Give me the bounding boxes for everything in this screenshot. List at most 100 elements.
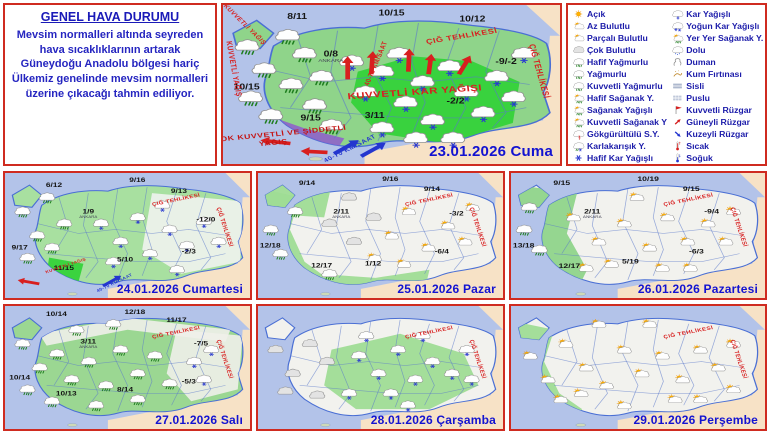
snow-icon: [409, 75, 435, 92]
suncloud-icon: [573, 388, 589, 397]
snow-icon: [178, 240, 195, 253]
temperature-label: 9/13: [171, 187, 187, 195]
cloud-icon: [301, 339, 318, 347]
suncloud-icon: [710, 362, 726, 372]
wind-arrow: [456, 55, 472, 76]
legend-label: Güneyli Rüzgar: [686, 117, 750, 127]
weather-zone: [316, 269, 430, 285]
legend-item: Sisli: [671, 80, 764, 92]
temperature-label: 11/15: [54, 263, 75, 271]
storm-icon: [573, 130, 585, 140]
suncloud-icon: [604, 258, 619, 268]
temperature-label: -2/3: [182, 247, 196, 255]
temperature-label: 2/11: [333, 207, 350, 215]
legend-label: Gökgürültülü S.Y.: [587, 129, 660, 139]
legend-item: Kuvvetli Yağmurlu: [572, 80, 670, 92]
suncloud-icon: [667, 394, 683, 403]
map-date: 23.01.2026 Cuma: [429, 143, 553, 160]
neighbor-land: [739, 173, 765, 198]
temperature-label: 5/19: [622, 258, 640, 266]
legend-item: Kuvvetli Sağanak Y: [572, 116, 670, 128]
rain-icon: [14, 206, 31, 218]
legend-item: Yoğun Kar Yağışlı: [671, 20, 764, 32]
legend-label: Açık: [587, 9, 606, 19]
map-panel-monday: 9/15 10/19 9/15 2/11 ANKARA 13/18 12/17 5/19 -6/…: [509, 171, 767, 300]
snow-icon: [407, 374, 424, 386]
map-panel-friday: 8/11 10/15 10/12 0/8 ANKARA 10/15 9/15 3/11 -2/2…: [221, 3, 562, 166]
legend-item: Kum Fırtınası: [671, 68, 764, 80]
hail-icon: [672, 46, 684, 55]
suncloud-icon: [726, 206, 741, 216]
suncloud-icon: [558, 338, 574, 348]
map-date: 28.01.2026 Çarşamba: [370, 413, 496, 427]
rain-icon: [573, 82, 585, 92]
legend-label: Çok Bulutlu: [587, 45, 636, 55]
snow-icon: [440, 131, 466, 148]
temperature-label: 9/15: [300, 114, 320, 123]
rain-icon: [238, 90, 263, 107]
rain-icon: [275, 29, 301, 45]
snow-icon: [399, 400, 416, 412]
legend-label: Kar Yağışlı: [686, 9, 731, 19]
thermo-blue-icon: [676, 153, 681, 163]
suncloud-icon: [659, 212, 675, 222]
temperature-label: 12/17: [559, 262, 581, 270]
wind-arrow: [332, 140, 359, 156]
wind-arrow: [17, 277, 40, 286]
suncloud-icon: [384, 230, 399, 240]
temperature-label: 9/14: [424, 185, 441, 193]
snow-icon: [358, 331, 375, 343]
suncloud-icon: [692, 344, 708, 354]
neighbor-land: [364, 35, 560, 164]
cyprus-island: [575, 292, 587, 296]
windflag-icon: [676, 106, 683, 115]
legend-item: Az Bulutlu: [572, 20, 670, 32]
snow-icon: [500, 90, 526, 107]
rain-icon: [272, 248, 289, 260]
suncloud-icon: [565, 212, 581, 222]
temperature-label: 12/18: [124, 308, 145, 316]
legend-label: Duman: [686, 57, 716, 67]
rain-icon: [251, 62, 277, 78]
rain-icon: [161, 378, 178, 390]
snowmix-icon: [573, 142, 585, 152]
suncloud-icon: [522, 350, 538, 360]
legend-label: Kuvvetli Sağanak Y: [587, 117, 667, 127]
legend-item: Parçalı Bulutlu: [572, 32, 670, 44]
suncloud-icon: [642, 318, 658, 328]
weather-zone: [351, 56, 520, 144]
legend-label: Yağmurlu: [587, 69, 627, 79]
suncloud-icon: [726, 384, 741, 394]
legend-label: Kum Fırtınası: [686, 69, 742, 79]
map-date: 25.01.2026 Pazar: [397, 282, 496, 296]
rain-icon: [105, 319, 122, 330]
legend-item: Hafif Kar Yağışlı: [572, 152, 670, 164]
suncloud-icon: [616, 400, 632, 409]
thrace-landmass: [11, 184, 43, 208]
general-forecast-body: Mevsim normalleri altında seyreden hava …: [11, 29, 209, 100]
legend-label: Puslu: [686, 93, 710, 103]
suncloud-icon: [367, 252, 382, 262]
suncloud-icon: [726, 338, 741, 348]
rain-icon: [29, 230, 46, 242]
snow-icon: [403, 131, 429, 148]
rain-icon: [39, 192, 56, 204]
rain-icon: [531, 244, 548, 256]
temperature-label: -5/3: [182, 377, 196, 385]
map-panel-wednesday: ÇIĞ TEHLİKESİ ÇIĞ TEHLİKESİ 28.01.2026 Ça…: [256, 304, 505, 431]
flake-icon: [575, 155, 582, 161]
rain-icon: [112, 345, 129, 356]
suncloud-icon: [654, 350, 670, 360]
legend-item: Hafif Sağanak Y.: [572, 92, 670, 104]
legend-label: Hafif Kar Yağışlı: [587, 153, 653, 163]
snow-icon: [168, 265, 185, 277]
legend-label: Sisli: [686, 81, 705, 91]
snow-icon: [141, 248, 158, 261]
neighbor-land: [360, 329, 503, 429]
smoke-icon: [673, 58, 682, 66]
rain-icon: [302, 98, 327, 114]
temperature-label: 9/17: [12, 243, 28, 251]
neighbor-land: [478, 306, 503, 330]
